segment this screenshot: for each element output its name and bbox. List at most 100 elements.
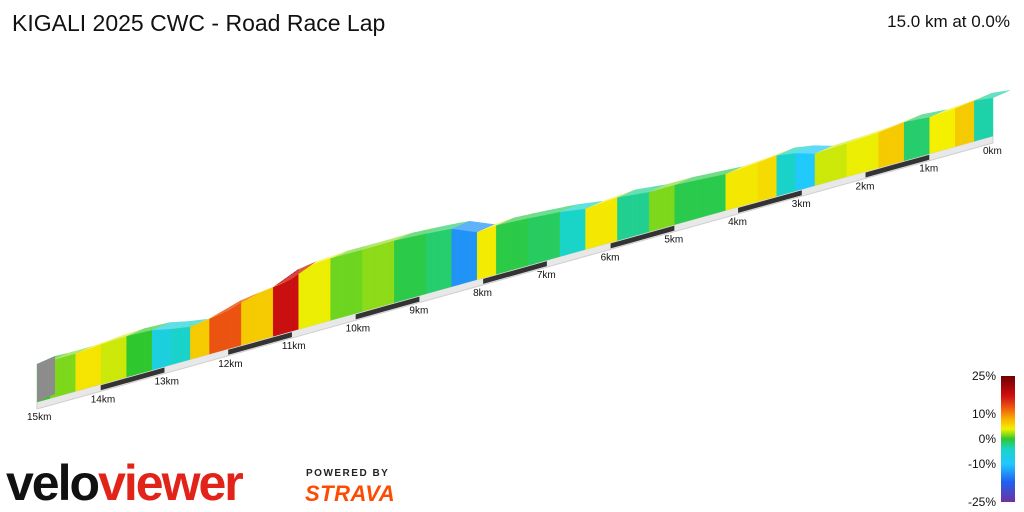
profile-wall-segment xyxy=(406,237,411,300)
profile-wall-segment xyxy=(218,311,223,352)
profile-top-segment xyxy=(884,120,906,131)
profile-wall-segment xyxy=(903,121,908,162)
profile-top-segment xyxy=(779,146,801,156)
profile-wall-segment xyxy=(540,215,544,263)
profile-top-segment xyxy=(849,133,871,143)
profile-top-segment xyxy=(569,202,591,212)
km-tick-label: 0km xyxy=(983,146,1002,157)
profile-wall-segment xyxy=(505,222,509,272)
profile-top-segment xyxy=(534,208,556,218)
profile-wall-segment xyxy=(677,183,681,225)
profile-wall-segment xyxy=(983,98,987,139)
profile-wall-segment xyxy=(425,233,430,295)
profile-wall-segment xyxy=(377,244,382,308)
profile-wall-segment xyxy=(894,124,898,164)
profile-wall-segment xyxy=(664,186,669,228)
profile-top-segment xyxy=(180,319,202,329)
profile-wall-segment xyxy=(84,348,89,389)
profile-top-segment xyxy=(683,174,706,184)
profile-wall-segment xyxy=(106,341,111,383)
profile-top-segment xyxy=(454,221,476,230)
profile-top-segment xyxy=(307,257,330,267)
profile-top-segment xyxy=(696,171,718,181)
profile-wall-segment xyxy=(403,237,407,301)
km-band xyxy=(228,332,292,355)
profile-top-segment xyxy=(661,179,683,189)
km-band xyxy=(610,225,675,249)
profile-top-segment xyxy=(620,188,642,198)
profile-wall-segment xyxy=(508,221,513,272)
profile-wall-segment xyxy=(731,170,736,209)
profile-top-segment xyxy=(553,204,575,214)
profile-top-segment xyxy=(957,98,980,108)
profile-top-segment xyxy=(862,129,884,139)
profile-top-segment xyxy=(546,206,569,215)
profile-top-segment xyxy=(954,99,976,109)
profile-top-segment xyxy=(518,212,540,221)
profile-top-segment xyxy=(843,135,865,145)
profile-top-segment xyxy=(422,225,444,235)
profile-top-segment xyxy=(894,116,916,127)
profile-wall-segment xyxy=(393,239,398,303)
profile-top-segment xyxy=(932,107,954,117)
km-tick-label: 4km xyxy=(728,217,747,228)
profile-top-segment xyxy=(559,203,581,213)
profile-top-segment xyxy=(387,233,409,243)
profile-wall-segment xyxy=(71,353,76,393)
profile-top-segment xyxy=(148,322,170,332)
profile-top-segment xyxy=(295,261,317,272)
profile-wall-segment xyxy=(578,209,583,252)
profile-top-segment xyxy=(279,272,301,283)
profile-wall-segment xyxy=(559,211,563,257)
profile-top-segment xyxy=(406,229,428,239)
profile-top-segment xyxy=(754,154,776,165)
profile-wall-segment xyxy=(929,116,933,154)
profile-top-segment xyxy=(87,340,110,350)
profile-wall-segment xyxy=(565,210,570,256)
profile-top-segment xyxy=(263,282,285,292)
profile-top-segment xyxy=(677,175,699,185)
profile-wall-segment xyxy=(814,152,818,186)
profile-top-segment xyxy=(824,141,846,151)
profile-wall-segment xyxy=(878,131,882,169)
profile-top-segment xyxy=(875,124,897,134)
profile-wall-segment xyxy=(533,216,538,264)
profile-wall-segment xyxy=(980,99,984,140)
profile-top-segment xyxy=(365,240,387,250)
profile-wall-segment xyxy=(524,218,528,267)
profile-wall-segment xyxy=(874,132,879,170)
profile-top-segment xyxy=(511,213,533,223)
chart-title: KIGALI 2025 CWC - Road Race Lap xyxy=(12,10,386,36)
profile-wall-segment xyxy=(862,136,866,173)
profile-wall-segment xyxy=(361,248,366,312)
profile-top-segment xyxy=(377,236,400,246)
profile-top-segment xyxy=(276,274,298,286)
profile-wall-segment xyxy=(967,101,971,144)
profile-wall-segment xyxy=(766,157,771,200)
profile-top-segment xyxy=(457,221,479,231)
profile-top-segment xyxy=(336,248,358,257)
profile-top-segment xyxy=(413,227,435,237)
profile-wall-segment xyxy=(884,128,889,167)
profile-top-segment xyxy=(282,270,304,281)
profile-top-segment xyxy=(221,301,244,312)
profile-wall-segment xyxy=(55,358,60,397)
profile-top-segment xyxy=(409,228,432,238)
profile-top-segment xyxy=(961,96,983,107)
profile-top-segment xyxy=(594,196,616,206)
profile-wall-segment xyxy=(138,332,143,374)
profile-wall-segment xyxy=(655,189,659,231)
km-tick-label: 5km xyxy=(664,235,683,246)
profile-top-segment xyxy=(225,299,247,310)
profile-wall-segment xyxy=(320,260,324,324)
profile-top-segment xyxy=(256,284,279,295)
profile-wall-segment xyxy=(858,137,863,174)
profile-wall-segment xyxy=(989,97,994,138)
profile-top-segment xyxy=(588,198,610,208)
profile-top-segment xyxy=(926,109,948,119)
profile-top-segment xyxy=(218,303,240,314)
km-tick-label: 3km xyxy=(792,199,811,210)
profile-wall-segment xyxy=(527,217,532,266)
profile-top-segment xyxy=(151,322,173,331)
profile-top-segment xyxy=(123,328,145,338)
